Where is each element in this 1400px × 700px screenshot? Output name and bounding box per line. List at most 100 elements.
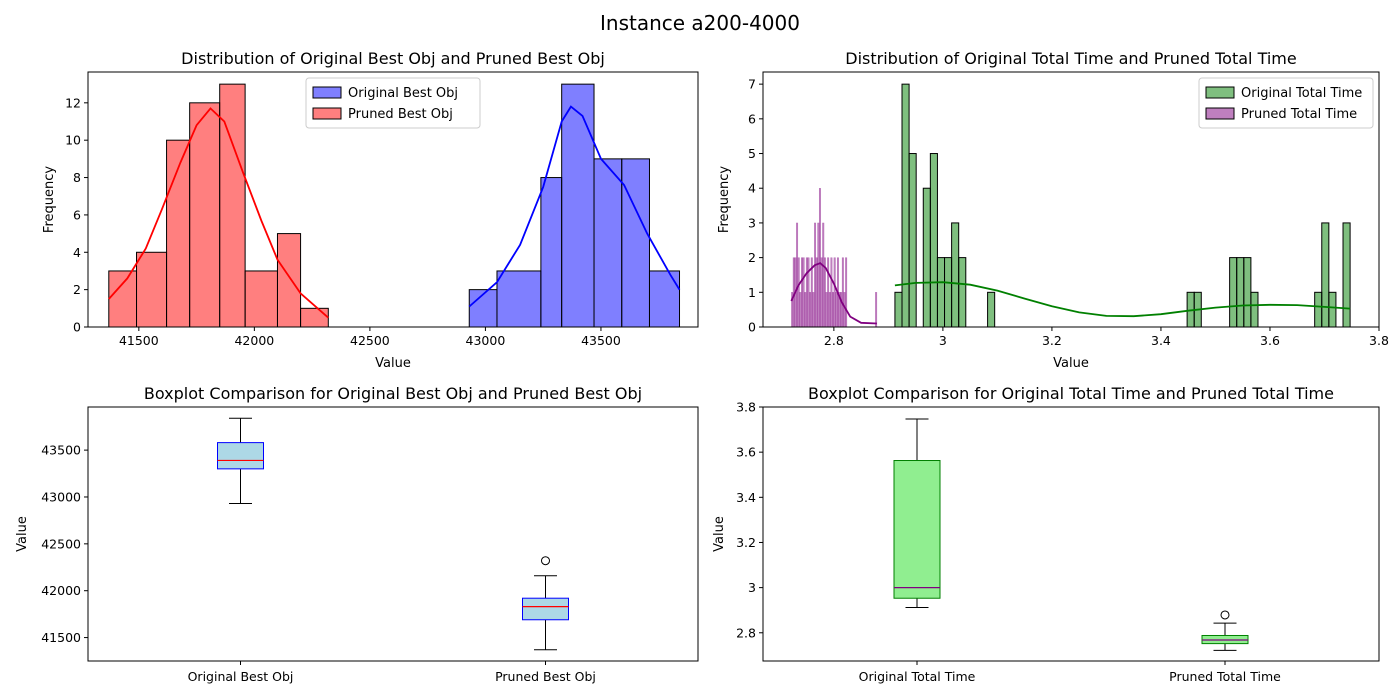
y-tick-label: 3 [748,580,756,595]
histogram-bar [944,257,953,328]
histogram-bar [540,177,563,328]
x-tick-label: 41500 [119,333,159,348]
outlier-point [541,556,550,566]
legend-swatch [1205,107,1235,120]
histogram-bar [805,257,808,328]
panels: Distribution of Original Best Obj and Pr… [15,49,1389,684]
histogram-bar [1342,222,1351,328]
y-tick-label: 3.6 [736,445,756,460]
legend-box [1198,77,1374,129]
y-tick-label: 3.2 [736,535,756,550]
y-tick-label: 2.8 [736,625,756,640]
box-body [217,442,264,470]
panel-1: Distribution of Original Best Obj and Pr… [42,49,699,371]
histogram-bar [835,292,838,328]
x-tick-label: Original Best Obj [188,669,294,684]
box-original-total-time [893,418,941,608]
x-axis-label: Value [1053,356,1089,371]
histogram-bar [797,257,800,328]
legend-label: Original Total Time [1241,86,1362,101]
histogram-bar [814,222,817,328]
histogram-bar [820,257,823,328]
histogram-bar [922,187,931,328]
histogram-bar [136,251,168,328]
histogram-bar [832,292,835,328]
y-tick-label: 4 [748,181,756,196]
histogram-bar [830,257,833,328]
histogram-bar [827,257,830,328]
legend-swatch [312,86,342,99]
y-axis-label: Value [712,516,727,552]
axes-frame [762,406,1380,662]
histogram-bar [244,270,278,328]
histogram-bar [958,257,967,328]
x-tick-label: 3.2 [1042,333,1062,348]
x-tick-label: 3 [939,333,947,348]
axes-frame [762,71,1380,328]
y-tick-label: 43500 [41,443,81,458]
series-original-best-obj [468,83,681,328]
y-tick-label: 3.8 [736,400,756,415]
histogram-bar [987,291,996,328]
x-tick-label: 2.8 [824,333,844,348]
box-pruned-total-time [1201,610,1249,651]
box-pruned-best-obj [522,556,569,651]
histogram-bar [189,102,221,328]
legend-label: Pruned Best Obj [348,107,453,122]
histogram-bar [809,292,812,328]
histogram-bar [1236,257,1245,328]
histogram-bar [841,257,844,328]
y-tick-label: 6 [73,207,81,222]
histogram-bar [648,270,681,328]
axes-frame [87,71,699,328]
panel-4: Boxplot Comparison for Original Total Ti… [712,384,1380,684]
kde-line [108,107,329,319]
y-tick-label: 7 [748,77,756,92]
y-tick-label: 1 [748,285,756,300]
kde-line [894,281,1351,318]
y-tick-label: 3 [748,215,756,230]
y-tick-label: 42500 [41,536,81,551]
histogram-bar [1328,291,1337,328]
y-tick-label: 2 [748,250,756,265]
panel-title: Distribution of Original Total Time and … [845,49,1296,68]
histogram-bar [300,307,329,328]
histogram-bar [219,83,246,328]
legend: Original Total Time Pruned Total Time [1198,77,1374,129]
panel-3: Boxplot Comparison for Original Best Obj… [15,384,699,684]
histogram-bar [108,270,138,328]
histogram-bar [801,257,803,328]
y-tick-label: 6 [748,111,756,126]
histogram-bar [621,158,650,328]
x-tick-label: 3.8 [1369,333,1389,348]
x-tick-label: Pruned Best Obj [495,669,596,684]
outlier-point [1220,610,1230,620]
y-axis-label: Frequency [717,166,732,233]
y-tick-label: 42000 [41,583,81,598]
histogram-bar [802,257,805,328]
x-tick-label: 42000 [234,333,274,348]
legend-swatch [312,107,342,120]
histogram-bar [1243,257,1252,328]
panel-2: Distribution of Original Total Time and … [717,49,1389,371]
legend: Original Best Obj Pruned Best Obj [305,77,481,129]
x-axis-label: Value [375,356,411,371]
x-tick-label: 3.4 [1151,333,1171,348]
legend-label: Original Best Obj [348,86,458,101]
histogram-bar [796,222,799,328]
histogram-bar [817,222,820,328]
histogram-bar [828,292,831,328]
panel-title: Boxplot Comparison for Original Best Obj… [144,384,642,403]
y-tick-label: 3.4 [736,490,756,505]
figure-suptitle: Instance a200-4000 [600,11,800,35]
y-tick-label: 0 [73,320,81,335]
kde-line [468,105,681,308]
series-pruned-best-obj [108,83,329,328]
y-tick-label: 8 [73,170,81,185]
y-tick-label: 43000 [41,489,81,504]
box-body [893,460,941,599]
histogram-bar [822,222,825,328]
histogram-bar [593,158,623,328]
histogram-bar [804,292,807,328]
